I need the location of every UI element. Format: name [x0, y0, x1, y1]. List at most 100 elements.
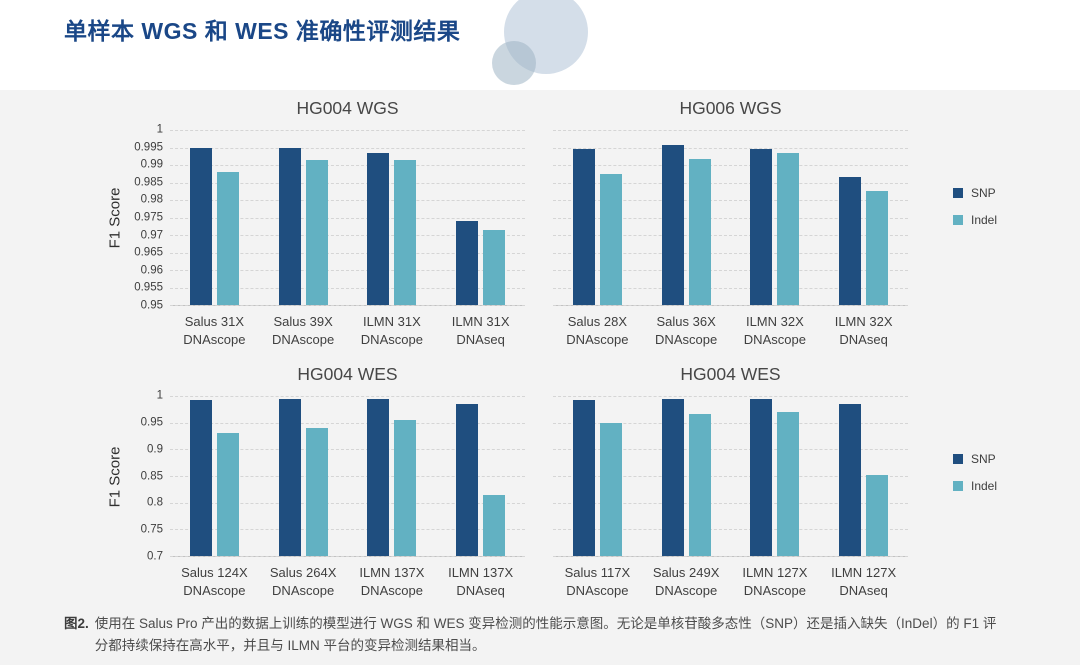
- category-label: Salus 249X DNAscope: [652, 565, 720, 598]
- indel-bar: [866, 474, 889, 557]
- indel-legend-swatch: [953, 481, 963, 492]
- gridline: [170, 217, 525, 219]
- y-tick-label: 0.8: [147, 496, 163, 509]
- gridline: [170, 165, 525, 166]
- y-tick-label: 0.99: [140, 158, 163, 171]
- snp-bar: [456, 404, 479, 557]
- category-label: Salus 28X DNAscope: [566, 314, 629, 347]
- y-tick-label: 0.955: [134, 281, 163, 294]
- x-axis-labels: Salus 31X DNAscope Salus 39X DNAscope ILMN…: [170, 313, 525, 348]
- plot-area: [170, 396, 525, 558]
- indel-bar: [216, 433, 239, 557]
- gridline: [170, 449, 525, 451]
- bar-group: [661, 130, 711, 305]
- gridline: [553, 147, 908, 149]
- indel-bar: [599, 173, 622, 305]
- y-tick-label: 0.98: [140, 193, 163, 206]
- gridline: [553, 252, 908, 254]
- snp-bar: [367, 152, 390, 305]
- category-label: ILMN 31X DNAseq: [451, 314, 510, 347]
- chart-hg004-wes-left: HG004 WES F1 Score 1 0.95 0.9 0.85 0.8 0.75 0.…: [100, 364, 525, 599]
- bar-group: [278, 396, 328, 557]
- indel-bar: [866, 191, 889, 305]
- indel-bar: [777, 412, 800, 557]
- legend-item-indel: Indel: [953, 213, 997, 227]
- chart-hg004-wes-right: HG004 WES Salus 117X DNAscope Salus 249X …: [553, 364, 908, 599]
- bar-group: [456, 396, 506, 557]
- y-axis-title: F1 Score: [106, 446, 124, 508]
- figure-caption-text: 使用在 Salus Pro 产出的数据上训练的模型进行 WGS 和 WES 变异…: [94, 616, 997, 654]
- plot-area: [553, 396, 908, 558]
- snp-bar: [839, 404, 862, 557]
- gridline: [170, 130, 525, 131]
- y-tick-label: 0.95: [140, 416, 163, 429]
- snp-bar: [189, 148, 212, 305]
- gridline: [553, 270, 908, 271]
- indel-bar: [216, 172, 239, 305]
- category-label: Salus 117X DNAscope: [564, 565, 631, 598]
- indel-legend-swatch: [953, 215, 963, 225]
- bar-group: [456, 130, 506, 305]
- y-tick-label: 0.995: [134, 140, 163, 153]
- category-label: ILMN 31X DNAscope: [360, 314, 423, 347]
- gridline: [553, 502, 908, 504]
- gridline: [170, 529, 525, 531]
- gridline: [553, 235, 908, 236]
- bar-group: [572, 396, 622, 557]
- bar-group: [278, 130, 328, 305]
- x-axis-labels: Salus 117X DNAscope Salus 249X DNAscope IL…: [553, 564, 908, 599]
- snp-bar: [839, 177, 862, 305]
- y-tick-label: 0.9: [147, 443, 163, 455]
- gridline: [553, 476, 908, 478]
- indel-bar: [599, 423, 622, 557]
- bar-group: [661, 396, 711, 557]
- snp-bar: [661, 399, 684, 557]
- gridline: [170, 270, 525, 271]
- category-label: Salus 36X DNAscope: [655, 314, 718, 347]
- indel-bar: [394, 159, 417, 305]
- category-label: ILMN 137X DNAscope: [359, 565, 425, 598]
- category-label: ILMN 32X DNAseq: [834, 314, 893, 347]
- gridline: [553, 556, 908, 558]
- snp-legend-swatch: [953, 454, 963, 465]
- category-label: ILMN 127X DNAscope: [742, 565, 808, 598]
- page-title: 单样本 WGS 和 WES 准确性评测结果: [64, 18, 461, 44]
- y-tick-label: 0.985: [134, 176, 163, 189]
- legend-wgs: SNP Indel: [953, 186, 997, 227]
- legend-item-snp: SNP: [953, 186, 997, 200]
- category-label: Salus 124X DNAscope: [181, 565, 248, 598]
- gridline: [170, 305, 525, 306]
- y-tick-label: 0.97: [140, 228, 163, 241]
- y-tick-label: 1: [156, 123, 163, 136]
- y-tick-label: 0.7: [147, 550, 163, 563]
- bar-group: [750, 396, 800, 557]
- gridline: [170, 502, 525, 504]
- figure-caption-label: 图2.: [64, 616, 89, 632]
- category-label: Salus 31X DNAscope: [183, 314, 246, 347]
- y-tick-label: 0.75: [140, 523, 163, 536]
- y-axis-title-column: F1 Score: [100, 130, 130, 306]
- gridline: [553, 529, 908, 531]
- chart-title: HG004 WES: [680, 364, 781, 385]
- y-axis: 1 0.995 0.99 0.985 0.98 0.975 0.97 0.965 0.96 0.9…: [130, 124, 170, 311]
- y-tick-label: 0.85: [140, 469, 163, 482]
- y-tick-label: 0.95: [140, 299, 163, 312]
- gridline: [170, 182, 525, 184]
- plot-area: [553, 130, 908, 306]
- category-label: Salus 39X DNAscope: [272, 314, 335, 347]
- gridline: [553, 449, 908, 451]
- indel-bar: [305, 427, 328, 557]
- snp-bar: [367, 398, 390, 557]
- gridline: [553, 287, 908, 289]
- x-axis-labels: Salus 28X DNAscope Salus 36X DNAscope ILMN…: [553, 313, 908, 348]
- bar-group: [367, 396, 417, 557]
- header: 单样本 WGS 和 WES 准确性评测结果: [0, 0, 1080, 90]
- gridline: [553, 396, 908, 398]
- snp-bar: [572, 148, 595, 305]
- indel-bar: [688, 159, 711, 305]
- snp-bar: [278, 148, 301, 305]
- chart-title: HG004 WGS: [296, 98, 399, 118]
- category-label: Salus 264X DNAscope: [269, 565, 337, 598]
- snp-legend-swatch: [953, 188, 963, 198]
